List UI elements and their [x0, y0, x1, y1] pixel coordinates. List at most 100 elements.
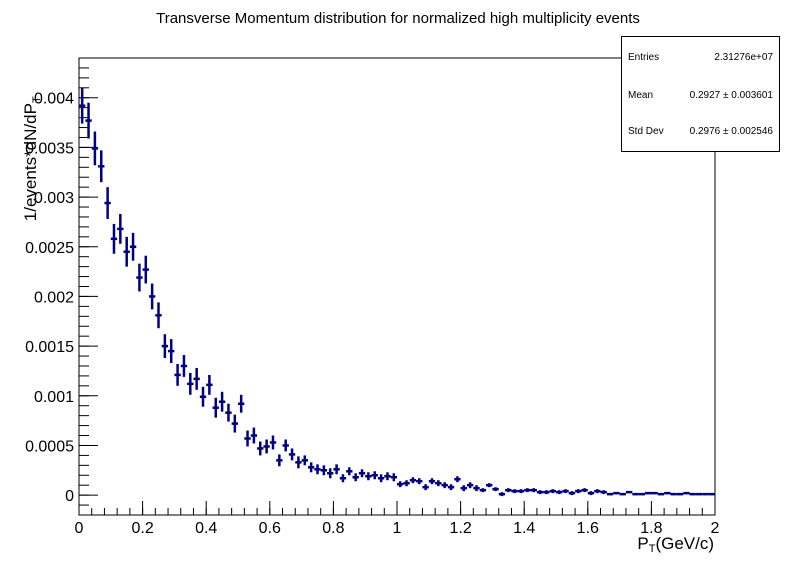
y-tick-label: 0.003: [34, 190, 74, 207]
x-tick-label: 1.6: [577, 520, 599, 537]
x-tick-label: 0.2: [131, 520, 153, 537]
stats-entries-value: 2.31276e+07: [714, 52, 773, 63]
data-point: [708, 492, 715, 496]
data-point: [148, 283, 156, 310]
data-point: [428, 478, 436, 485]
y-axis-label: 1/events*dN/dPT: [20, 96, 44, 222]
data-point: [473, 485, 480, 492]
stats-stddev-label: Std Dev: [628, 126, 664, 137]
data-point: [295, 456, 302, 469]
data-point: [409, 477, 417, 484]
data-point: [549, 489, 556, 494]
x-tick-label: 0.8: [322, 520, 344, 537]
data-point: [511, 489, 518, 494]
data-point: [613, 491, 620, 495]
data-point: [180, 355, 188, 377]
data-point: [269, 435, 277, 450]
data-point: [422, 484, 429, 491]
data-point: [403, 480, 410, 487]
data-point: [524, 488, 531, 493]
data-point: [568, 491, 576, 496]
data-point: [199, 386, 207, 407]
data-point: [168, 339, 175, 363]
data-point: [85, 102, 92, 139]
data-point: [244, 430, 251, 447]
data-point: [632, 492, 639, 496]
data-point: [505, 488, 512, 493]
data-point: [231, 414, 238, 433]
data-point: [225, 403, 232, 422]
data-point: [104, 187, 111, 219]
data-point: [327, 468, 334, 479]
data-point: [358, 469, 366, 478]
data-point: [276, 454, 283, 467]
data-point: [129, 232, 137, 261]
data-point: [314, 464, 321, 475]
data-point: [575, 489, 582, 494]
data-point: [587, 491, 595, 496]
data-point: [670, 492, 677, 496]
data-point: [250, 427, 258, 444]
data-point: [702, 492, 709, 496]
x-tick-label: 1.4: [513, 520, 535, 537]
data-points: [79, 87, 715, 497]
y-tick-label: 0.0015: [25, 339, 74, 356]
data-point: [695, 492, 703, 496]
plot-frame: [78, 57, 716, 516]
x-axis-ticks: 0 0.2 0.4 0.6 0.8 1 1.2 1.4 1.6 1.8 2: [75, 501, 720, 537]
data-point: [142, 255, 149, 284]
x-tick-label: 0.4: [195, 520, 217, 537]
data-point: [543, 490, 550, 495]
data-point: [689, 492, 696, 496]
chart-title: Transverse Momentum distribution for nor…: [156, 10, 640, 27]
y-tick-label: 0: [65, 488, 74, 505]
x-tick-label: 2: [711, 520, 720, 537]
x-tick-label: 0.6: [259, 520, 281, 537]
data-point: [517, 489, 525, 494]
data-point: [594, 489, 601, 494]
data-point: [238, 394, 245, 413]
data-point: [384, 472, 391, 481]
x-tick-label: 1: [393, 520, 402, 537]
stats-mean-value: 0.2927 ± 0.003601: [689, 90, 773, 101]
data-point: [498, 492, 506, 497]
data-point: [365, 472, 372, 481]
data-point: [556, 490, 563, 495]
data-point: [479, 488, 487, 493]
data-point: [664, 491, 671, 495]
data-point: [110, 223, 118, 254]
data-point: [333, 464, 340, 475]
data-point: [492, 487, 499, 492]
data-point: [136, 263, 143, 292]
data-point: [454, 476, 461, 483]
data-point: [155, 302, 162, 329]
data-point: [282, 439, 289, 452]
y-tick-label: 0.0035: [25, 140, 74, 157]
data-point: [536, 490, 544, 495]
data-point: [371, 471, 378, 480]
data-point: [600, 490, 607, 495]
data-point: [301, 455, 308, 466]
data-point: [390, 473, 397, 482]
x-tick-label: 0: [75, 520, 84, 537]
data-point: [307, 462, 315, 473]
x-tick-label: 1.8: [640, 520, 662, 537]
data-point: [562, 489, 569, 494]
data-point: [676, 492, 684, 496]
data-point: [441, 482, 448, 489]
data-point: [257, 441, 264, 456]
data-point: [79, 87, 86, 124]
data-point: [466, 482, 474, 489]
data-point: [377, 474, 385, 483]
data-point: [212, 397, 219, 418]
data-point: [288, 448, 296, 461]
stats-mean-row: Mean 0.2927 ± 0.003601: [628, 90, 773, 104]
data-point: [352, 473, 359, 482]
stats-stddev-value: 0.2976 ± 0.002546: [689, 126, 773, 137]
data-point: [486, 483, 493, 488]
data-point: [218, 391, 226, 412]
stats-stddev-row: Std Dev 0.2976 ± 0.002546: [628, 126, 773, 140]
data-point: [530, 488, 537, 493]
